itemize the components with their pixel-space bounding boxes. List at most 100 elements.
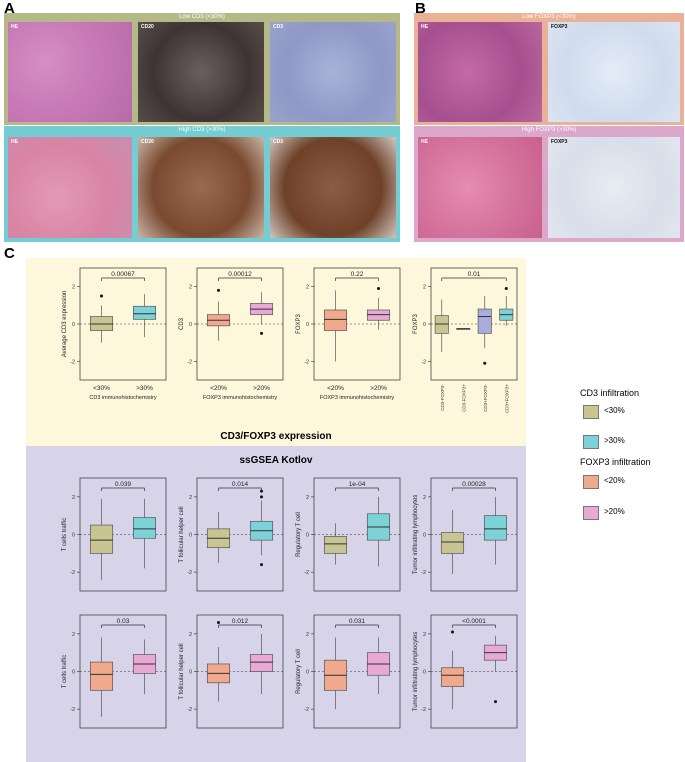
outlier-point: [217, 288, 220, 292]
he-image-low-cd3: HE: [8, 22, 132, 122]
x-tick-label: <20%: [210, 385, 227, 392]
cd20-image-low-cd3: CD20: [138, 22, 264, 122]
panel-b-label: B: [415, 0, 426, 17]
p-value-label: 0.01: [468, 271, 481, 278]
cd20-image-high-cd3: CD20: [138, 137, 264, 238]
outlier-point: [494, 700, 497, 704]
p-value-label: 0.00028: [462, 481, 486, 488]
x-tick-label: CD3-FOXP3-: [440, 384, 445, 411]
image-tag: CD3: [273, 24, 284, 30]
image-tag: HE: [11, 139, 18, 145]
image-tag: FOXP3: [551, 24, 568, 30]
y-tick-label: -2: [421, 359, 426, 365]
image-tag: CD20: [141, 139, 154, 145]
y-tick-label: -2: [304, 570, 309, 576]
x-axis-label: CD3 immunohistochemistry: [89, 395, 156, 401]
panel-a-high-title: High CD3 (>30%): [178, 127, 226, 133]
y-tick-label: 0: [423, 533, 426, 539]
y-tick-label: -2: [421, 570, 426, 576]
box: [323, 536, 348, 554]
y-axis-label: Average CD3 expression: [62, 291, 68, 358]
y-tick-label: -2: [70, 570, 75, 576]
y-tick-label: -2: [187, 359, 192, 365]
y-tick-label: 0: [189, 322, 192, 328]
y-tick-label: 2: [423, 495, 426, 501]
p-value-label: 0.22: [351, 271, 364, 278]
y-tick-label: -2: [187, 707, 192, 713]
x-tick-label: CD3-FOXP3+: [461, 384, 466, 412]
outlier-point: [100, 294, 103, 298]
y-tick-label: -2: [70, 707, 75, 713]
y-axis-label: FOXP3: [296, 314, 302, 334]
image-tag: HE: [421, 24, 428, 30]
foxp3-image-high-foxp3: FOXP3: [548, 137, 680, 238]
cd3-image-low-cd3: CD3: [270, 22, 396, 122]
y-tick-label: 0: [189, 670, 192, 676]
outlier-point: [451, 630, 454, 634]
panel-c-label: C: [4, 245, 15, 262]
he-image-low-foxp3: HE: [418, 22, 542, 122]
y-axis-label: T cells traffic: [62, 518, 68, 551]
p-value-label: 0.03: [117, 618, 130, 625]
legend-swatch: [583, 475, 599, 489]
x-tick-label: CD3+FOXP3+: [504, 384, 509, 413]
y-tick-label: -2: [187, 570, 192, 576]
p-value-label: <0.0001: [462, 618, 486, 625]
x-tick-label: <30%: [93, 385, 110, 392]
y-tick-label: 0: [72, 670, 75, 676]
y-axis-label: T follicular helper cell: [179, 506, 185, 562]
p-value-label: 0.039: [115, 481, 132, 488]
legend-swatch: [583, 506, 599, 520]
x-tick-label: CD3+FOXP3-: [483, 384, 488, 412]
box: [483, 515, 508, 541]
y-axis-label: Tumor infiltrating lymphocytes: [413, 632, 419, 711]
box: [249, 654, 274, 672]
panel-a-low-title: Low CD3 (<30%): [179, 14, 225, 20]
legend-label: <20%: [604, 476, 625, 485]
image-tag: FOXP3: [551, 139, 568, 145]
box: [132, 305, 157, 320]
p-value-label: 1e-04: [349, 481, 366, 488]
y-tick-label: 2: [306, 285, 309, 291]
image-tag: HE: [11, 24, 18, 30]
he-image-high-cd3: HE: [8, 137, 132, 238]
outlier-point: [260, 495, 263, 499]
legend-cd3-title: CD3 infiltration: [580, 388, 640, 398]
outlier-point: [483, 361, 487, 365]
image-tag: CD3: [273, 139, 284, 145]
y-axis-label: T follicular helper cell: [179, 643, 185, 699]
y-tick-label: 0: [189, 533, 192, 539]
y-tick-label: 2: [306, 632, 309, 638]
y-tick-label: -2: [304, 359, 309, 365]
p-value-label: 0.00067: [111, 271, 135, 278]
outlier-point: [260, 563, 263, 567]
box: [323, 309, 348, 331]
legend-label: >20%: [604, 507, 625, 516]
y-tick-label: 2: [72, 495, 75, 501]
box: [440, 667, 465, 687]
y-tick-label: 0: [306, 533, 309, 539]
y-tick-label: 2: [72, 632, 75, 638]
panel-b-high-title: High FOXP3 (>30%): [521, 127, 577, 133]
bottom-section-bg: [26, 446, 526, 762]
y-tick-label: 0: [72, 533, 75, 539]
y-tick-label: -2: [70, 359, 75, 365]
outlier-point: [377, 287, 380, 291]
y-axis-label: FOXP3: [413, 314, 419, 334]
x-tick-label: <20%: [327, 385, 344, 392]
x-tick-label: >30%: [136, 385, 153, 392]
box: [132, 517, 157, 539]
y-axis-label: Tumor infiltrating lymphocytes: [413, 495, 419, 574]
x-tick-label: >20%: [370, 385, 387, 392]
y-tick-label: 2: [189, 495, 192, 501]
y-tick-label: 0: [423, 670, 426, 676]
x-tick-label: >20%: [253, 385, 270, 392]
y-axis-label: Regulatory T cell: [296, 649, 302, 694]
y-tick-label: -2: [421, 707, 426, 713]
y-tick-label: 2: [423, 285, 426, 291]
x-axis-label: FOXP3 immunohistochemistry: [320, 395, 395, 401]
image-tag: HE: [421, 139, 428, 145]
box: [477, 308, 492, 334]
image-tag: CD20: [141, 24, 154, 30]
